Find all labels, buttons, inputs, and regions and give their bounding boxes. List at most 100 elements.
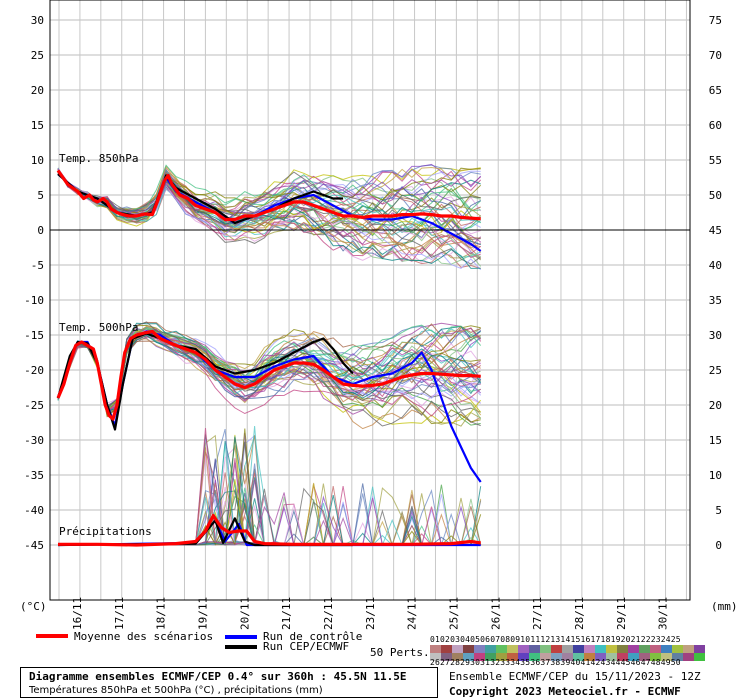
- pert-swatch: [507, 645, 518, 653]
- pert-swatch: [628, 645, 639, 653]
- pert-swatch: [485, 653, 496, 661]
- pert-swatch: [441, 653, 452, 661]
- pert-swatch: [496, 653, 507, 661]
- left-tick-label: 5: [37, 189, 44, 202]
- right-tick-label: 35: [709, 294, 722, 307]
- label-precip: Précipitations: [59, 525, 152, 538]
- label-t500: Temp. 500hPa: [59, 321, 138, 334]
- x-date-label: 17/11: [113, 597, 126, 630]
- left-tick-label: -20: [24, 364, 44, 377]
- series-line-t850: [56, 169, 481, 222]
- pert-swatch: [496, 645, 507, 653]
- x-date-label: 21/11: [280, 597, 293, 630]
- right-tick-label: 50: [709, 189, 722, 202]
- left-tick-label: 0: [37, 224, 44, 237]
- left-tick-label: -25: [24, 399, 44, 412]
- x-axis-ticks: 16/11 17/11 18/11 19/11 20/11 21/11 22/11 23/11…: [71, 597, 670, 630]
- right-tick-label: 15: [709, 434, 722, 447]
- left-tick-label: -5: [31, 259, 44, 272]
- left-axis-ticks: 30 25 20 15 10 5 0 -5 -10 -15 -20 -25 -30 -35 -40 -45: [24, 14, 44, 552]
- pert-swatch: [518, 653, 529, 661]
- right-tick-label: 25: [709, 364, 722, 377]
- pert-swatch: [573, 653, 584, 661]
- right-tick-label: 70: [709, 49, 722, 62]
- pert-swatch: [441, 645, 452, 653]
- ensemble-member-line: [57, 168, 481, 245]
- main-series: [56, 169, 482, 547]
- pert-swatch: [430, 645, 441, 653]
- pert-swatch: [606, 645, 617, 653]
- left-tick-label: -40: [24, 504, 44, 517]
- left-unit: (°C): [20, 600, 47, 613]
- run-info: Ensemble ECMWF/CEP du 15/11/2023 - 12Z: [449, 670, 701, 683]
- series-line-precip: [58, 513, 481, 547]
- left-tick-label: 15: [31, 119, 44, 132]
- pert-swatch: [573, 645, 584, 653]
- left-tick-label: -10: [24, 294, 44, 307]
- mean-legend-label: Moyenne des scénarios: [74, 630, 214, 643]
- ensemble-member-line: [57, 170, 481, 231]
- right-tick-label: 60: [709, 119, 722, 132]
- right-tick-label: 0: [715, 539, 722, 552]
- x-date-label: 22/11: [322, 597, 335, 630]
- x-date-label: 27/11: [531, 597, 544, 630]
- x-date-label: 18/11: [155, 597, 168, 630]
- x-date-label: 28/11: [573, 597, 586, 630]
- pert-swatch: [452, 653, 463, 661]
- pert-swatch: [551, 645, 562, 653]
- left-tick-label: 25: [31, 49, 44, 62]
- pert-swatch: [683, 645, 694, 653]
- left-tick-label: 20: [31, 84, 44, 97]
- series-line-t500: [56, 329, 481, 421]
- pert-swatch: [430, 653, 441, 661]
- control-legend-swatch: [225, 635, 257, 639]
- x-date-label: 24/11: [406, 597, 419, 630]
- pert-swatch: [529, 645, 540, 653]
- ensemble-member-line: [57, 334, 482, 412]
- right-tick-label: 55: [709, 154, 722, 167]
- left-tick-label: -45: [24, 539, 44, 552]
- pert-swatch: [650, 653, 661, 661]
- mean-legend-swatch: [36, 634, 68, 638]
- pert-swatch: [551, 653, 562, 661]
- right-unit: (mm): [711, 600, 738, 613]
- right-tick-label: 40: [709, 259, 722, 272]
- pert-swatch: [584, 645, 595, 653]
- right-tick-label: 20: [709, 399, 722, 412]
- chart-subtitle: Températures 850hPa et 500hPa (°C) , pré…: [29, 685, 323, 696]
- ensemble-member-line: [57, 327, 482, 408]
- pert-numbers-top: 0102030405060708091011121314151617181920…: [430, 635, 681, 644]
- pert-swatch: [661, 653, 672, 661]
- x-date-label: 25/11: [447, 597, 460, 630]
- x-date-label: 16/11: [71, 597, 84, 630]
- control-legend-label: Run de contrôle: [263, 630, 363, 643]
- pert-swatch: [617, 645, 628, 653]
- pert-swatch: [606, 653, 617, 661]
- pert-swatch: [540, 645, 551, 653]
- pert-swatches-bottom: [430, 653, 705, 661]
- pert-swatch: [650, 645, 661, 653]
- right-tick-label: 65: [709, 84, 722, 97]
- right-tick-label: 45: [709, 224, 722, 237]
- right-tick-label: 5: [715, 504, 722, 517]
- x-date-label: 20/11: [238, 597, 251, 630]
- left-tick-label: -35: [24, 469, 44, 482]
- left-tick-label: -30: [24, 434, 44, 447]
- pert-swatch: [518, 645, 529, 653]
- x-date-label: 30/11: [657, 597, 670, 630]
- pert-swatch: [661, 645, 672, 653]
- left-tick-label: -15: [24, 329, 44, 342]
- left-tick-label: 10: [31, 154, 44, 167]
- title-box: Diagramme ensembles ECMWF/CEP 0.4° sur 3…: [20, 667, 438, 698]
- cep-legend-swatch: [225, 645, 257, 649]
- left-tick-label: 30: [31, 14, 44, 27]
- pert-swatch: [562, 653, 573, 661]
- pert-swatch: [617, 653, 628, 661]
- plot-frame: [49, 0, 691, 601]
- pert-swatch: [485, 645, 496, 653]
- pert-swatch: [694, 645, 705, 653]
- ensemble-member-line: [57, 163, 482, 228]
- pert-swatch: [672, 653, 683, 661]
